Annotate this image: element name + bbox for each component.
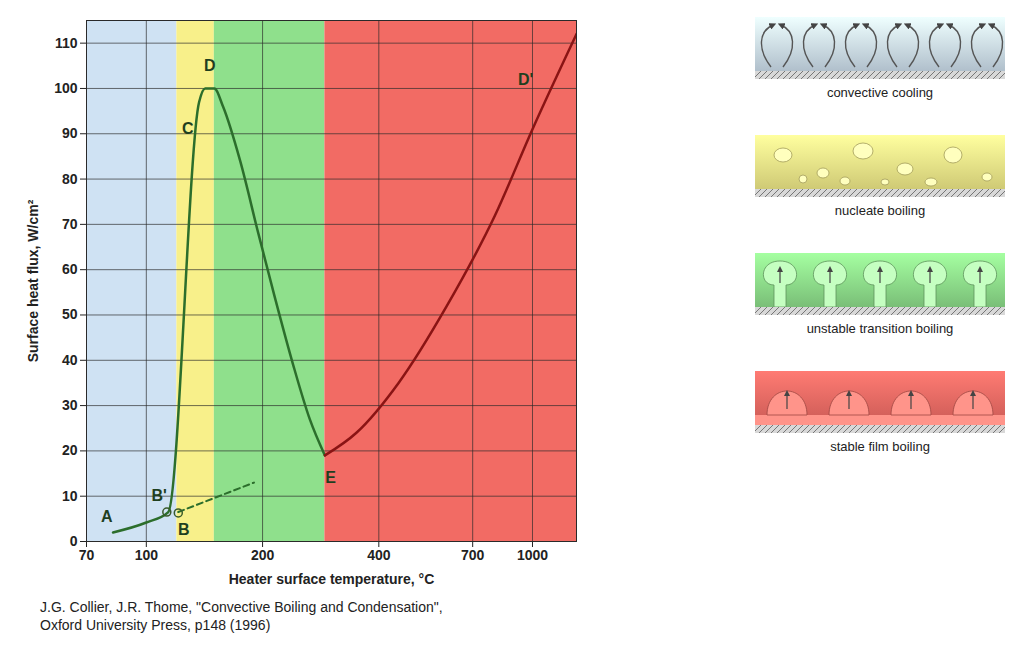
svg-text:60: 60	[62, 261, 78, 277]
svg-text:90: 90	[62, 125, 78, 141]
svg-text:110: 110	[55, 35, 78, 51]
svg-text:E: E	[325, 469, 336, 486]
svg-text:40: 40	[62, 352, 78, 368]
svg-text:100: 100	[54, 80, 78, 96]
svg-text:20: 20	[62, 442, 78, 458]
svg-text:0: 0	[70, 533, 78, 549]
svg-text:stable film boiling: stable film boiling	[830, 439, 930, 454]
svg-text:400: 400	[367, 547, 391, 563]
svg-text:unstable transition boiling: unstable transition boiling	[807, 321, 954, 336]
svg-text:Surface heat flux, W/cm²: Surface heat flux, W/cm²	[25, 199, 41, 362]
svg-text:convective cooling: convective cooling	[827, 85, 933, 100]
svg-text:C: C	[182, 120, 194, 137]
svg-text:30: 30	[62, 397, 78, 413]
svg-text:D': D'	[518, 71, 533, 88]
svg-text:80: 80	[62, 171, 78, 187]
svg-text:B: B	[178, 521, 190, 538]
svg-text:B': B'	[152, 487, 167, 504]
svg-text:D: D	[204, 57, 216, 74]
svg-text:50: 50	[62, 306, 78, 322]
svg-text:100: 100	[135, 547, 159, 563]
svg-text:700: 700	[461, 547, 485, 563]
html-text:J.G. Collier, J.R. Thome, "Con: J.G. Collier, J.R. Thome, "Convective Bo…	[40, 599, 443, 615]
svg-text:200: 200	[251, 547, 275, 563]
svg-text:1000: 1000	[517, 547, 548, 563]
svg-text:70: 70	[62, 216, 78, 232]
svg-text:nucleate boiling: nucleate boiling	[835, 203, 925, 218]
svg-text:A: A	[101, 508, 113, 525]
svg-text:70: 70	[79, 547, 95, 563]
svg-text:10: 10	[62, 488, 78, 504]
html-text:Oxford University Press, p148: Oxford University Press, p148 (1996)	[40, 617, 271, 633]
svg-text:Heater surface temperature, °C: Heater surface temperature, °C	[229, 571, 435, 587]
